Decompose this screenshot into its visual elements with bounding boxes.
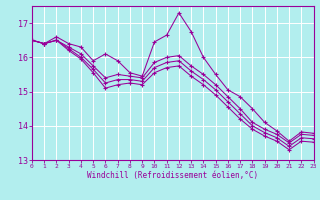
X-axis label: Windchill (Refroidissement éolien,°C): Windchill (Refroidissement éolien,°C)	[87, 171, 258, 180]
